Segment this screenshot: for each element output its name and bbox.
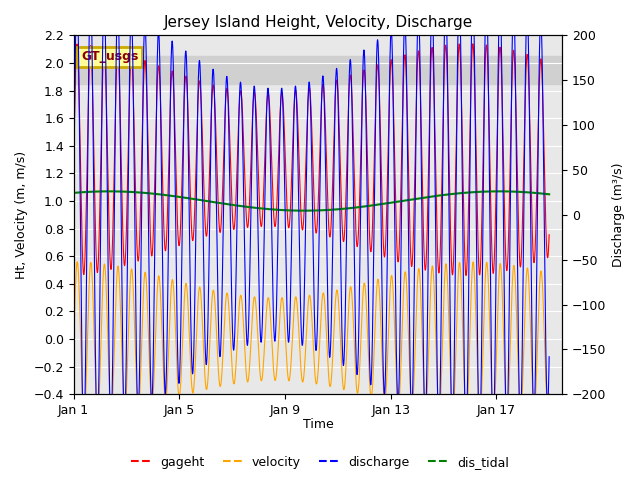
Title: Jersey Island Height, Velocity, Discharge: Jersey Island Height, Velocity, Discharg… bbox=[163, 15, 472, 30]
X-axis label: Time: Time bbox=[303, 419, 333, 432]
Y-axis label: Discharge (m³/s): Discharge (m³/s) bbox=[612, 163, 625, 267]
Y-axis label: Ht, Velocity (m, m/s): Ht, Velocity (m, m/s) bbox=[15, 151, 28, 279]
Text: GT_usgs: GT_usgs bbox=[81, 50, 138, 63]
Legend: gageht, velocity, discharge, dis_tidal: gageht, velocity, discharge, dis_tidal bbox=[126, 451, 514, 474]
Bar bbox=[74, 56, 563, 84]
